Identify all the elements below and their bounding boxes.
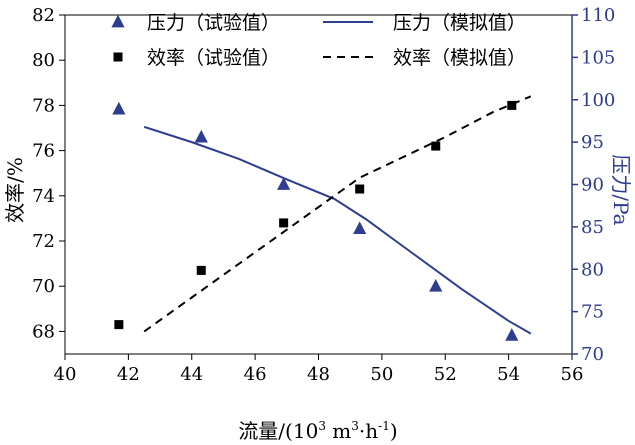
y-right-tick-label: 105 <box>581 47 615 68</box>
y-right-tick-label: 85 <box>581 217 604 238</box>
y-left-tick-label: 76 <box>32 141 55 162</box>
y-left-axis-title: 效率/% <box>3 157 27 223</box>
legend: 压力（试验值） 压力（模拟值） 效率（试验值） 效率（模拟值） <box>111 12 526 69</box>
data-point-triangle <box>505 328 519 341</box>
x-axis-ticks: 40 42 44 46 48 50 52 54 56 <box>54 354 584 385</box>
y-left-tick-label: 70 <box>32 276 55 297</box>
x-tick-label: 56 <box>561 364 584 385</box>
data-point-square <box>196 265 206 275</box>
y-left-tick-label: 78 <box>32 95 55 116</box>
y-left-tick-label: 80 <box>32 50 55 71</box>
y-left-tick-label: 74 <box>32 186 55 207</box>
y-right-tick-label: 80 <box>581 259 604 280</box>
x-tick-label: 46 <box>244 364 267 385</box>
data-point-square <box>355 184 365 194</box>
y-left-tick-label: 72 <box>32 231 55 252</box>
x-axis-title: 流量/(103 m3·h-1) <box>238 419 397 443</box>
data-point-triangle <box>194 129 208 143</box>
data-point-square <box>114 320 124 330</box>
legend-label: 压力（试验值） <box>147 12 280 34</box>
legend-square-symbol <box>113 52 123 62</box>
x-tick-label: 44 <box>180 364 203 385</box>
x-tick-label: 50 <box>370 364 393 385</box>
y-right-tick-label: 75 <box>581 302 604 323</box>
y-right-tick-label: 100 <box>581 90 615 111</box>
legend-label: 效率（模拟值） <box>393 47 526 69</box>
data-point-triangle <box>429 279 443 292</box>
y-right-tick-label: 110 <box>581 5 615 26</box>
y-right-tick-label: 90 <box>581 175 604 196</box>
y-right-axis-ticks: 70 75 80 85 90 95 100 105 110 <box>572 5 615 365</box>
y-right-axis-title: 压力/Pa <box>609 154 633 225</box>
data-point-triangle <box>353 221 367 234</box>
x-tick-label: 42 <box>117 364 140 385</box>
legend-label: 效率（试验值） <box>147 47 280 69</box>
x-tick-label: 40 <box>54 364 77 385</box>
data-point-triangle <box>277 177 291 190</box>
legend-label: 压力（模拟值） <box>393 12 526 34</box>
data-point-triangle <box>112 101 126 115</box>
series-layer <box>112 95 532 341</box>
series-line-3 <box>143 95 532 333</box>
x-tick-label: 52 <box>434 364 457 385</box>
data-point-square <box>279 218 289 228</box>
y-right-tick-label: 70 <box>581 344 604 365</box>
y-right-tick-label: 95 <box>581 132 604 153</box>
y-left-tick-label: 82 <box>32 5 55 26</box>
legend-triangle-symbol <box>111 14 125 28</box>
x-tick-label: 54 <box>497 364 520 385</box>
data-point-square <box>507 100 517 110</box>
series-line-2 <box>143 125 532 335</box>
y-left-axis-ticks: 68 70 72 74 76 78 80 82 <box>32 5 65 342</box>
x-tick-label: 48 <box>307 364 330 385</box>
data-point-square <box>431 141 441 151</box>
y-left-tick-label: 68 <box>32 321 55 342</box>
